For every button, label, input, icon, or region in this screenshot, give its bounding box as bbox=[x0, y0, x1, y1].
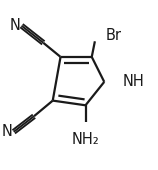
Text: N: N bbox=[2, 124, 13, 139]
Text: N: N bbox=[10, 18, 21, 33]
Text: NH₂: NH₂ bbox=[72, 132, 99, 147]
Text: NH: NH bbox=[123, 74, 145, 89]
Text: Br: Br bbox=[106, 28, 122, 42]
